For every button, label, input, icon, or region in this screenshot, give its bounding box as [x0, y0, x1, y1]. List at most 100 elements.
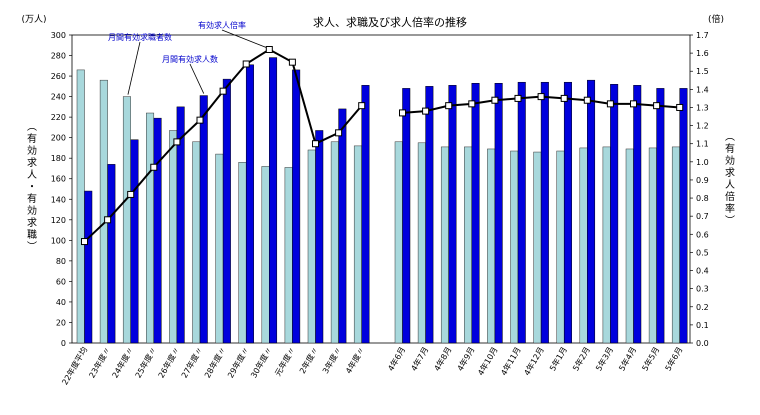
left-tick-label: 180	[51, 154, 66, 163]
bar-seekers	[464, 146, 473, 344]
left-axis-label: 有	[27, 192, 37, 205]
right-tick-label: 0.3	[696, 285, 709, 294]
left-tick-label: 220	[51, 113, 66, 122]
ratio-marker	[196, 116, 204, 124]
category-labels-layer: 22年度平均23年度〃24年度〃25年度〃26年度〃27年度〃28年度〃29年度…	[59, 345, 684, 387]
bar-seekers	[146, 112, 155, 344]
right-axis-label: 率	[725, 202, 735, 215]
ratio-marker	[653, 102, 661, 110]
ratio-marker	[676, 103, 684, 111]
right-axis-label: ︵	[725, 132, 735, 143]
ratio-marker	[312, 140, 319, 148]
bars-layer	[76, 57, 688, 344]
chart-title: 求人、求職及び求人倍率の推移	[313, 15, 467, 29]
bar-openings	[402, 88, 411, 344]
ratio-marker	[81, 238, 88, 246]
left-axis-label: 有	[27, 132, 37, 145]
ratio-marker	[537, 93, 545, 101]
category-label: 27年度〃	[179, 345, 205, 380]
plot-frame	[71, 34, 691, 344]
right-axis-label: 倍	[725, 190, 735, 203]
ratio-marker	[583, 96, 591, 104]
bar-openings	[425, 86, 434, 344]
bar-openings	[153, 117, 162, 344]
category-label: 5年6月	[663, 345, 685, 373]
bar-openings	[338, 108, 347, 344]
bar-openings	[199, 95, 208, 344]
bar-openings	[361, 85, 370, 344]
bar-seekers	[192, 141, 201, 344]
category-label: 5年1月	[547, 345, 569, 373]
bar-openings	[315, 130, 324, 344]
bar-openings	[540, 81, 549, 344]
bar-seekers	[394, 141, 403, 344]
ratio-marker	[127, 190, 135, 198]
bar-seekers	[417, 142, 426, 344]
category-label: 4年7月	[409, 345, 431, 373]
category-label: 5年5月	[640, 345, 662, 373]
category-label: 26年度〃	[156, 345, 182, 380]
category-label: 3年度〃	[320, 345, 343, 375]
callout-ratio-leader	[221, 29, 267, 48]
bar-openings	[563, 81, 572, 344]
bar-openings	[84, 190, 93, 344]
right-tick-label: 1.7	[696, 31, 709, 40]
left-tick-label: 40	[56, 298, 66, 307]
category-label: 4年12月	[522, 345, 546, 377]
bar-seekers	[169, 130, 178, 344]
left-tick-label: 240	[51, 93, 66, 102]
bar-seekers	[307, 149, 316, 344]
category-label: 4年6月	[385, 345, 407, 373]
right-unit-label: (倍)	[708, 13, 724, 25]
left-axis-label: 効	[27, 204, 37, 217]
ratio-marker	[335, 129, 343, 137]
left-tick-label: 100	[51, 236, 66, 245]
left-axis-label: 人	[27, 169, 37, 181]
bar-seekers	[238, 162, 247, 344]
category-label: 4年9月	[455, 345, 477, 373]
right-tick-label: 0.0	[696, 339, 709, 348]
right-tick-label: 1.1	[696, 140, 709, 149]
left-tick-label: 80	[56, 257, 66, 266]
category-label: 22年度平均	[59, 345, 89, 387]
bar-seekers	[533, 151, 542, 344]
left-tick-label: 260	[51, 72, 66, 81]
bar-openings	[176, 106, 185, 344]
category-label: 24年度〃	[110, 345, 136, 380]
category-label: 4年10月	[475, 345, 499, 377]
left-tick-label: 280	[51, 52, 66, 61]
category-label: 30年度〃	[248, 345, 274, 380]
ratio-marker	[150, 163, 158, 171]
left-axis-label: ・	[27, 182, 37, 193]
bar-seekers	[579, 147, 588, 344]
left-axis-label: 求	[27, 217, 37, 229]
ratio-marker	[491, 96, 499, 104]
bar-openings	[269, 57, 278, 344]
right-tick-label: 0.2	[696, 303, 709, 312]
right-tick-label: 0.1	[696, 321, 709, 330]
ratio-marker	[422, 107, 430, 115]
bar-seekers	[487, 148, 496, 344]
right-axis-label: 有	[725, 142, 735, 155]
bar-openings	[448, 85, 457, 344]
tick-labels-layer: 0 20 40 60 80 100 120 140 160 180 200 220 240 260 280 3…	[51, 31, 709, 348]
left-tick-label: 300	[51, 31, 66, 40]
bar-openings	[222, 78, 231, 344]
callout-ratio: 有効求人倍率	[198, 20, 246, 30]
bar-openings	[610, 84, 619, 344]
left-tick-label: 200	[51, 134, 66, 143]
ratio-marker	[468, 100, 476, 108]
bar-openings	[107, 164, 116, 344]
bar-seekers	[625, 148, 634, 344]
right-tick-label: 0.4	[696, 267, 709, 276]
vertical-axis-labels: ︵有効求人・有効求職︶︵有効求人倍率︶	[27, 122, 735, 253]
bar-seekers	[671, 146, 680, 344]
ratio-marker	[104, 216, 112, 224]
category-label: 元年度〃	[272, 345, 297, 378]
right-axis-label: 効	[725, 154, 735, 167]
bar-openings	[494, 83, 503, 344]
left-tick-label: 120	[51, 216, 66, 225]
left-tick-label: 140	[51, 195, 66, 204]
bar-openings	[517, 81, 526, 344]
